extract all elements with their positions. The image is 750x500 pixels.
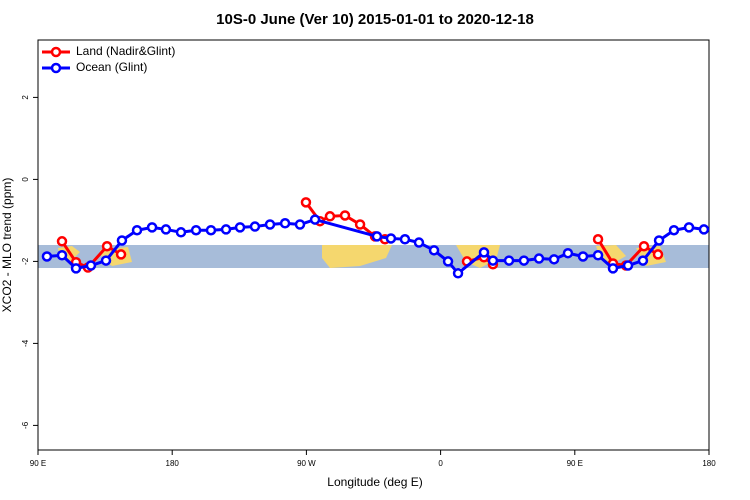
point — [503, 255, 515, 266]
point — [279, 218, 291, 229]
point — [309, 214, 321, 225]
point — [131, 224, 143, 236]
point — [592, 250, 604, 261]
point — [56, 236, 68, 247]
point — [205, 224, 217, 236]
point — [220, 224, 232, 235]
legend-marker — [50, 46, 62, 58]
point — [354, 219, 366, 230]
point — [653, 235, 665, 246]
point — [577, 251, 589, 262]
point — [533, 253, 545, 264]
point — [249, 221, 261, 232]
point — [683, 222, 695, 233]
point — [652, 249, 664, 260]
point — [160, 224, 172, 235]
point — [70, 263, 82, 274]
x-tick-label: 90 W — [297, 459, 316, 468]
point — [324, 211, 336, 222]
point — [478, 247, 490, 258]
y-tick-label: 0 — [21, 177, 30, 182]
point — [115, 249, 127, 260]
y-tick-label: -4 — [21, 339, 30, 347]
point — [294, 219, 306, 230]
point — [638, 240, 650, 252]
legend-label: Land (Nadir&Glint) — [76, 44, 175, 58]
point — [264, 219, 276, 230]
plot-frame — [37, 39, 710, 451]
point — [41, 251, 53, 262]
point — [607, 263, 619, 274]
point — [146, 222, 158, 233]
point — [637, 255, 649, 266]
x-tick-label: 90 E — [567, 459, 583, 468]
point — [562, 247, 574, 259]
y-tick-label: 2 — [21, 95, 30, 100]
point — [548, 254, 560, 265]
point — [452, 268, 464, 279]
x-tick-label: 0 — [438, 459, 443, 468]
point — [592, 234, 604, 245]
point — [234, 222, 246, 233]
x-tick-label: 180 — [702, 459, 716, 468]
x-tick-label: 90 E — [30, 459, 46, 468]
point — [668, 224, 680, 236]
point — [190, 224, 202, 236]
y-tick-label: -2 — [21, 257, 30, 265]
y-tick-label: -6 — [21, 421, 30, 429]
chart-title: 10S-0 June (Ver 10) 2015-01-01 to 2020-1… — [216, 11, 534, 28]
legend-marker — [50, 62, 62, 74]
point — [698, 224, 710, 235]
point — [442, 256, 454, 267]
y-axis-label: XCO2 - MLO trend (ppm) — [0, 178, 14, 313]
point — [56, 250, 68, 261]
point — [300, 197, 312, 208]
x-axis-label: Longitude (deg E) — [327, 475, 422, 489]
point — [175, 227, 187, 238]
point — [100, 255, 112, 266]
point — [101, 240, 113, 252]
point — [371, 231, 383, 242]
point — [399, 234, 411, 245]
point — [487, 255, 499, 266]
point — [428, 245, 440, 256]
point — [518, 255, 530, 266]
point — [413, 237, 425, 248]
point — [85, 260, 97, 271]
point — [385, 233, 397, 244]
point — [339, 210, 351, 221]
point — [116, 235, 128, 246]
legend-label: Ocean (Glint) — [76, 60, 147, 74]
land-shape — [322, 245, 392, 268]
point — [622, 260, 634, 271]
x-tick-label: 180 — [166, 459, 180, 468]
